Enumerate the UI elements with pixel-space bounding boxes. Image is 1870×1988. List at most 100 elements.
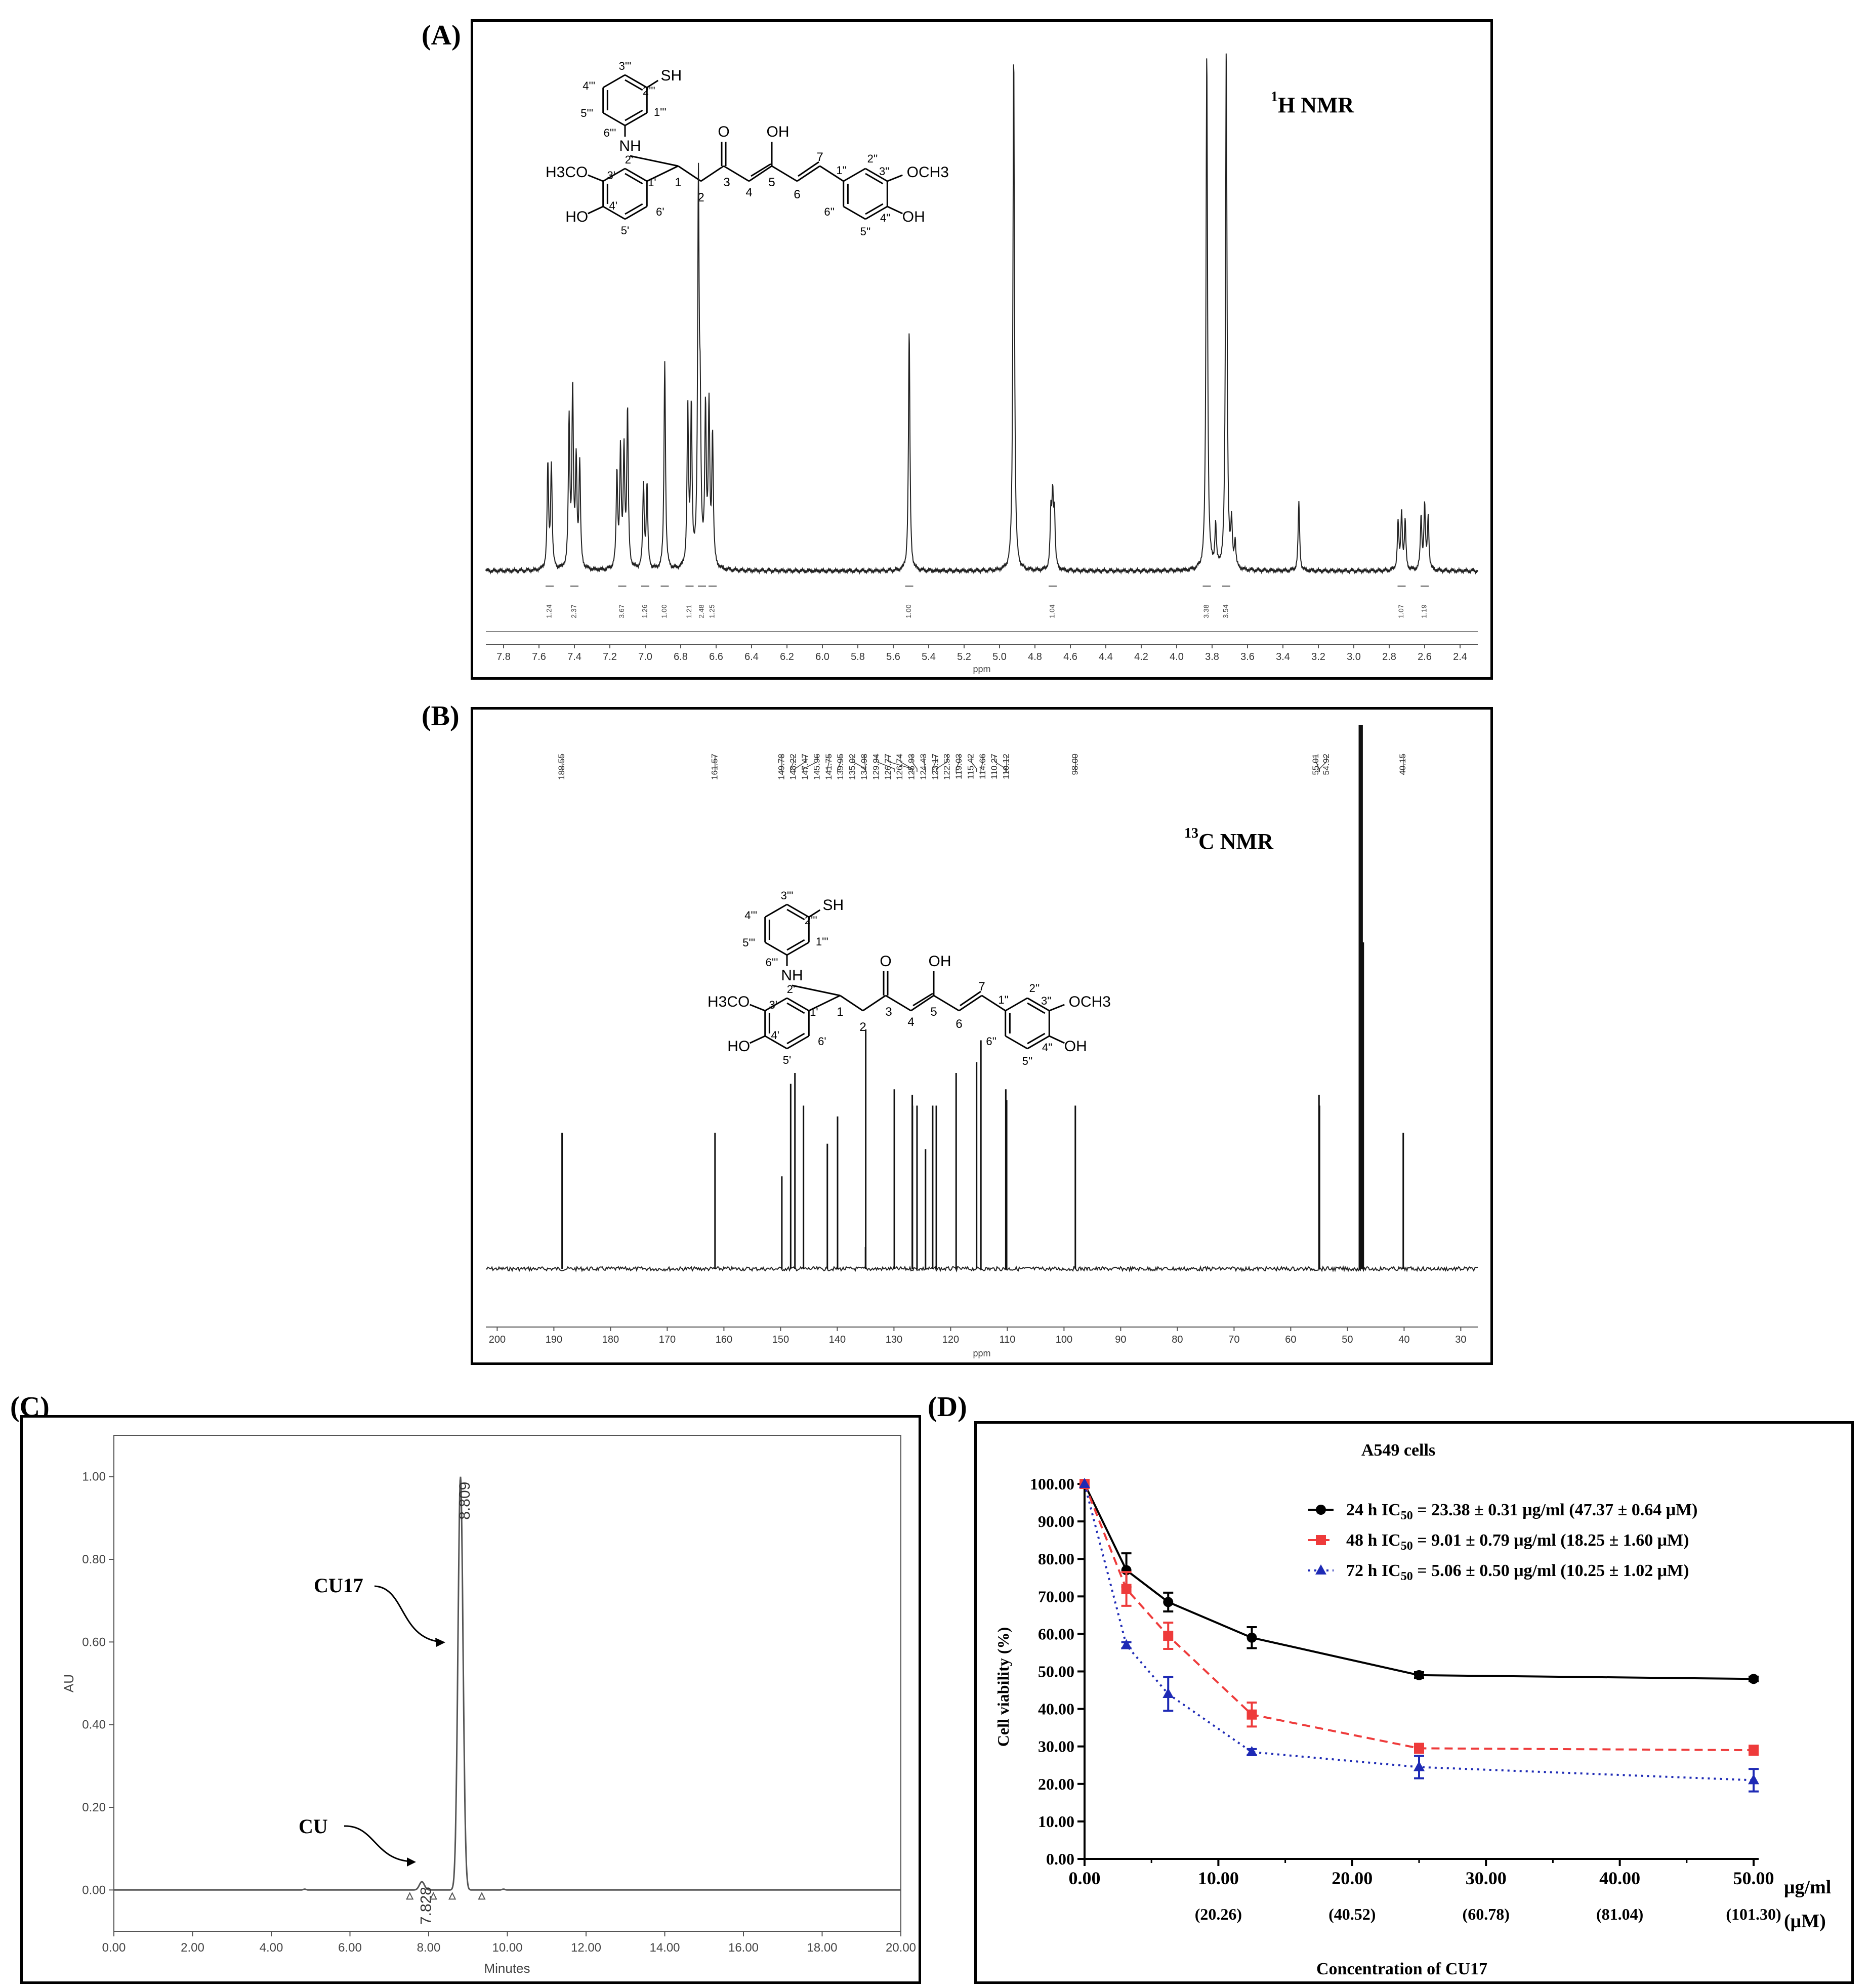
peak-label: 122.53 xyxy=(942,754,952,780)
bond xyxy=(912,992,933,1007)
integration-marker xyxy=(448,1892,456,1900)
legend-ic-sub: 50 xyxy=(1401,1540,1413,1553)
atom-label-oh_right: OH xyxy=(902,209,925,225)
bond xyxy=(751,163,771,177)
x-tick-label: 18.00 xyxy=(807,1941,837,1955)
cu-arrow xyxy=(344,1825,411,1862)
x-tick-label: 60 xyxy=(1285,1334,1296,1345)
c-nmr-peak-labels: 188.55 161.57 149.78 148.22 147.47 145.96 141.… xyxy=(557,754,1407,780)
bond xyxy=(1049,1035,1065,1044)
peak-label-leader xyxy=(794,755,806,772)
x-tick-label: 6.0 xyxy=(815,651,829,662)
atom-label-c1pp: 1'' xyxy=(998,993,1009,1006)
c-nmr-title-sup: 13 xyxy=(1184,825,1198,841)
atom-label-c4pp: 4'' xyxy=(880,212,891,224)
y-tick-label: 0.20 xyxy=(82,1801,106,1814)
x-tick-label: 5.6 xyxy=(886,651,900,662)
bond xyxy=(700,165,724,182)
right-ring-double-bond xyxy=(865,173,884,185)
legend-ic-value: = 5.06 ± 0.50 μg/ml (10.25 ± 1.02 μM) xyxy=(1413,1561,1689,1580)
cu17-arrowhead xyxy=(435,1638,445,1647)
legend-ic-value: = 9.01 ± 0.79 μg/ml (18.25 ± 1.60 μM) xyxy=(1413,1531,1689,1550)
thiophenol-ring-bond xyxy=(764,941,787,956)
integral-value: 1.07 xyxy=(1397,604,1405,618)
peak-label: 134.98 xyxy=(859,754,869,780)
atom-label-c5: 5 xyxy=(930,1005,937,1019)
series-line xyxy=(1084,1483,1754,1782)
peak-label: 135.02 xyxy=(848,754,857,780)
atom-label-c4p: 4' xyxy=(609,199,617,212)
bond xyxy=(819,165,844,182)
atom-label-c2p: 2' xyxy=(787,983,795,996)
svg-text:1H NMR: 1H NMR xyxy=(1271,89,1355,117)
bond xyxy=(887,205,903,215)
peak-label-leader xyxy=(864,755,866,772)
thiophenol-ring-double-bond xyxy=(625,109,643,121)
y-tick-label: 0.00 xyxy=(82,1883,106,1897)
x-tick-label: 3.6 xyxy=(1240,651,1255,662)
h-nmr-title: 1H NMR xyxy=(1271,89,1355,117)
atom-label-c2ppp: 2''' xyxy=(643,85,655,97)
x-tick-label: 3.2 xyxy=(1311,651,1325,662)
atom-label-c6pp: 6'' xyxy=(986,1035,996,1048)
x-tick-label: 200 xyxy=(489,1334,506,1345)
left-ring-double-bond xyxy=(786,1032,805,1045)
bond xyxy=(771,165,798,182)
atom-label-c5: 5 xyxy=(768,176,775,189)
series-line xyxy=(1084,1483,1754,1680)
atom-label-c6p: 6' xyxy=(818,1035,826,1048)
left-ring-double-bond xyxy=(625,173,643,185)
peak-label-leader xyxy=(936,755,948,772)
integral-value: 1.00 xyxy=(660,604,668,618)
x-tick-label: 5.2 xyxy=(957,651,971,662)
cu17-arrow xyxy=(374,1585,441,1643)
atom-label-c1p: 1' xyxy=(648,176,656,189)
y-tick-label: 1.00 xyxy=(82,1470,106,1484)
h-nmr-structure: SH NH O OH H3CO HO OCH3 OH 1 2 3 4 5 6 7 1' 2' 3' 4' 5' 6' 1'… xyxy=(546,60,949,238)
x-tick-label: 40 xyxy=(1398,1334,1409,1345)
y-tick-label: 0.80 xyxy=(82,1553,106,1566)
data-point xyxy=(1748,1774,1759,1785)
hplc-x-ticks: 0.00 2.00 4.00 6.00 8.00 10.00 12.00 14.00 16.00… xyxy=(102,1931,916,1955)
integration-marker xyxy=(429,1892,437,1900)
atom-label-c4ppp: 4''' xyxy=(744,909,757,922)
right-ring-bond xyxy=(1027,1035,1050,1050)
peak-label: 145.96 xyxy=(812,754,821,780)
data-point xyxy=(1749,1674,1759,1684)
x-tick-label: 5.0 xyxy=(992,651,1007,662)
peak-label: 126.77 xyxy=(883,754,893,780)
y-tick-label: 60.00 xyxy=(1038,1625,1074,1643)
data-point xyxy=(1749,1745,1759,1756)
right-ring-double-bond xyxy=(865,203,884,215)
y-tick-label: 50.00 xyxy=(1038,1663,1074,1681)
x-tick-label: 6.4 xyxy=(744,651,759,662)
integral-value: 1.24 xyxy=(545,604,553,618)
left-ring-double-bond xyxy=(786,1002,805,1014)
c-nmr-x-ticks: 200 190 180 170 160 150 140 130 120 110 100 90 80 70 6… xyxy=(489,1327,1467,1345)
atom-label-oh_enol: OH xyxy=(767,123,789,140)
x-tick-label: 7.6 xyxy=(532,651,546,662)
atom-label-nh: NH xyxy=(781,967,803,984)
y-tick-label: 0.60 xyxy=(82,1635,106,1649)
x-tick-secondary-label: (20.26) xyxy=(1195,1905,1242,1923)
peak-label: 126.74 xyxy=(895,754,904,780)
atom-label-ho_left: HO xyxy=(727,1038,750,1055)
y-tick-label: 20.00 xyxy=(1038,1775,1074,1793)
right-ring-bond xyxy=(865,168,888,182)
bond xyxy=(749,165,772,182)
bond xyxy=(798,161,819,177)
x-tick-label: 30 xyxy=(1455,1334,1466,1345)
atom-label-nh: NH xyxy=(619,138,641,154)
atom-label-c3p: 3' xyxy=(769,999,777,1011)
legend-ic-label: IC xyxy=(1382,1561,1401,1580)
cu-annotation: CU xyxy=(299,1815,328,1838)
y-tick-label: 90.00 xyxy=(1038,1512,1074,1530)
peak-label: 147.47 xyxy=(800,754,810,780)
integral-value: 3.38 xyxy=(1202,604,1210,618)
atom-label-c6ppp: 6''' xyxy=(604,127,616,139)
bond xyxy=(588,174,604,182)
peak-label: 123.17 xyxy=(930,754,940,780)
data-point xyxy=(1162,1687,1174,1698)
peak-label: 110.27 xyxy=(989,754,999,779)
atom-label-c1ppp: 1''' xyxy=(816,935,828,948)
